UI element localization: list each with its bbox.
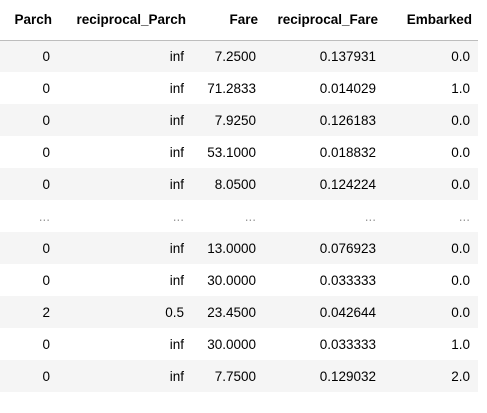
cell-parch: 0: [42, 368, 50, 384]
cell-fare: 23.4500: [207, 304, 256, 320]
cell-reciprocal-fare: 0.126183: [319, 112, 376, 128]
table-row: 0 inf 8.0500 0.124224 0.0: [0, 168, 478, 200]
cell-embarked: ...: [458, 208, 470, 224]
cell-parch: 0: [42, 48, 50, 64]
table-row: 0 inf 71.2833 0.014029 1.0: [0, 72, 478, 104]
table-row: 2 0.5 23.4500 0.042644 0.0: [0, 296, 478, 328]
cell-reciprocal-parch: ...: [172, 208, 184, 224]
column-header-fare: Fare: [192, 0, 264, 41]
cell-parch: 0: [42, 336, 50, 352]
cell-reciprocal-fare: 0.033333: [319, 272, 376, 288]
cell-fare: 53.1000: [207, 144, 256, 160]
cell-reciprocal-parch: inf: [169, 80, 184, 96]
cell-reciprocal-parch: inf: [169, 240, 184, 256]
cell-fare: 8.0500: [214, 176, 256, 192]
cell-embarked: 2.0: [451, 368, 470, 384]
cell-reciprocal-parch: 0.5: [165, 304, 184, 320]
dataframe-output: Parch reciprocal_Parch Fare reciprocal_F…: [0, 0, 478, 392]
cell-parch: ...: [38, 208, 50, 224]
cell-reciprocal-fare: 0.018832: [319, 144, 376, 160]
cell-embarked: 0.0: [451, 176, 470, 192]
cell-reciprocal-fare: 0.033333: [319, 336, 376, 352]
table-row: 0 inf 30.0000 0.033333 1.0: [0, 328, 478, 360]
cell-reciprocal-parch: inf: [169, 272, 184, 288]
cell-parch: 0: [42, 112, 50, 128]
dataframe-table: Parch reciprocal_Parch Fare reciprocal_F…: [0, 0, 478, 392]
cell-parch: 0: [42, 80, 50, 96]
cell-parch: 0: [42, 144, 50, 160]
cell-reciprocal-fare: 0.042644: [319, 304, 376, 320]
cell-reciprocal-parch: inf: [169, 368, 184, 384]
cell-reciprocal-parch: inf: [169, 336, 184, 352]
cell-fare: 7.2500: [214, 48, 256, 64]
cell-embarked: 0.0: [451, 112, 470, 128]
header-row: Parch reciprocal_Parch Fare reciprocal_F…: [0, 0, 478, 41]
ellipsis-row: ...............: [0, 200, 478, 232]
cell-embarked: 1.0: [451, 80, 470, 96]
table-row: 0 inf 7.7500 0.129032 2.0: [0, 360, 478, 392]
cell-embarked: 0.0: [451, 272, 470, 288]
cell-reciprocal-parch: inf: [169, 176, 184, 192]
table-row: 0 inf 53.1000 0.018832 0.0: [0, 136, 478, 168]
table-row: 0 inf 7.2500 0.137931 0.0: [0, 40, 478, 72]
cell-reciprocal-parch: inf: [169, 48, 184, 64]
cell-fare: 7.7500: [214, 368, 256, 384]
cell-parch: 0: [42, 272, 50, 288]
cell-reciprocal-fare: 0.076923: [319, 240, 376, 256]
cell-parch: 0: [42, 176, 50, 192]
table-row: 0 inf 7.9250 0.126183 0.0: [0, 104, 478, 136]
cell-parch: 2: [42, 304, 50, 320]
cell-reciprocal-fare: 0.137931: [319, 48, 376, 64]
table-row: 0 inf 30.0000 0.033333 0.0: [0, 264, 478, 296]
table-header: Parch reciprocal_Parch Fare reciprocal_F…: [0, 0, 478, 41]
column-header-reciprocal-parch: reciprocal_Parch: [58, 0, 192, 41]
cell-parch: 0: [42, 240, 50, 256]
cell-reciprocal-fare: 0.129032: [319, 368, 376, 384]
cell-reciprocal-fare: ...: [364, 208, 376, 224]
cell-reciprocal-fare: 0.014029: [319, 80, 376, 96]
cell-reciprocal-parch: inf: [169, 112, 184, 128]
cell-reciprocal-fare: 0.124224: [319, 176, 376, 192]
cell-embarked: 0.0: [451, 304, 470, 320]
table-row: 0 inf 13.0000 0.076923 0.0: [0, 232, 478, 264]
cell-fare: 71.2833: [207, 80, 256, 96]
cell-reciprocal-parch: inf: [169, 144, 184, 160]
cell-fare: 7.9250: [214, 112, 256, 128]
cell-fare: 30.0000: [207, 272, 256, 288]
cell-embarked: 1.0: [451, 336, 470, 352]
column-header-reciprocal-fare: reciprocal_Fare: [264, 0, 384, 41]
column-header-embarked: Embarked: [384, 0, 478, 41]
cell-fare: 30.0000: [207, 336, 256, 352]
cell-embarked: 0.0: [451, 144, 470, 160]
column-header-parch: Parch: [0, 0, 58, 41]
cell-embarked: 0.0: [451, 48, 470, 64]
table-body: 0 inf 7.2500 0.137931 0.0 0 inf 71.2833 0.014029…: [0, 40, 478, 392]
cell-fare: 13.0000: [207, 240, 256, 256]
cell-fare: ...: [244, 208, 256, 224]
cell-embarked: 0.0: [451, 240, 470, 256]
